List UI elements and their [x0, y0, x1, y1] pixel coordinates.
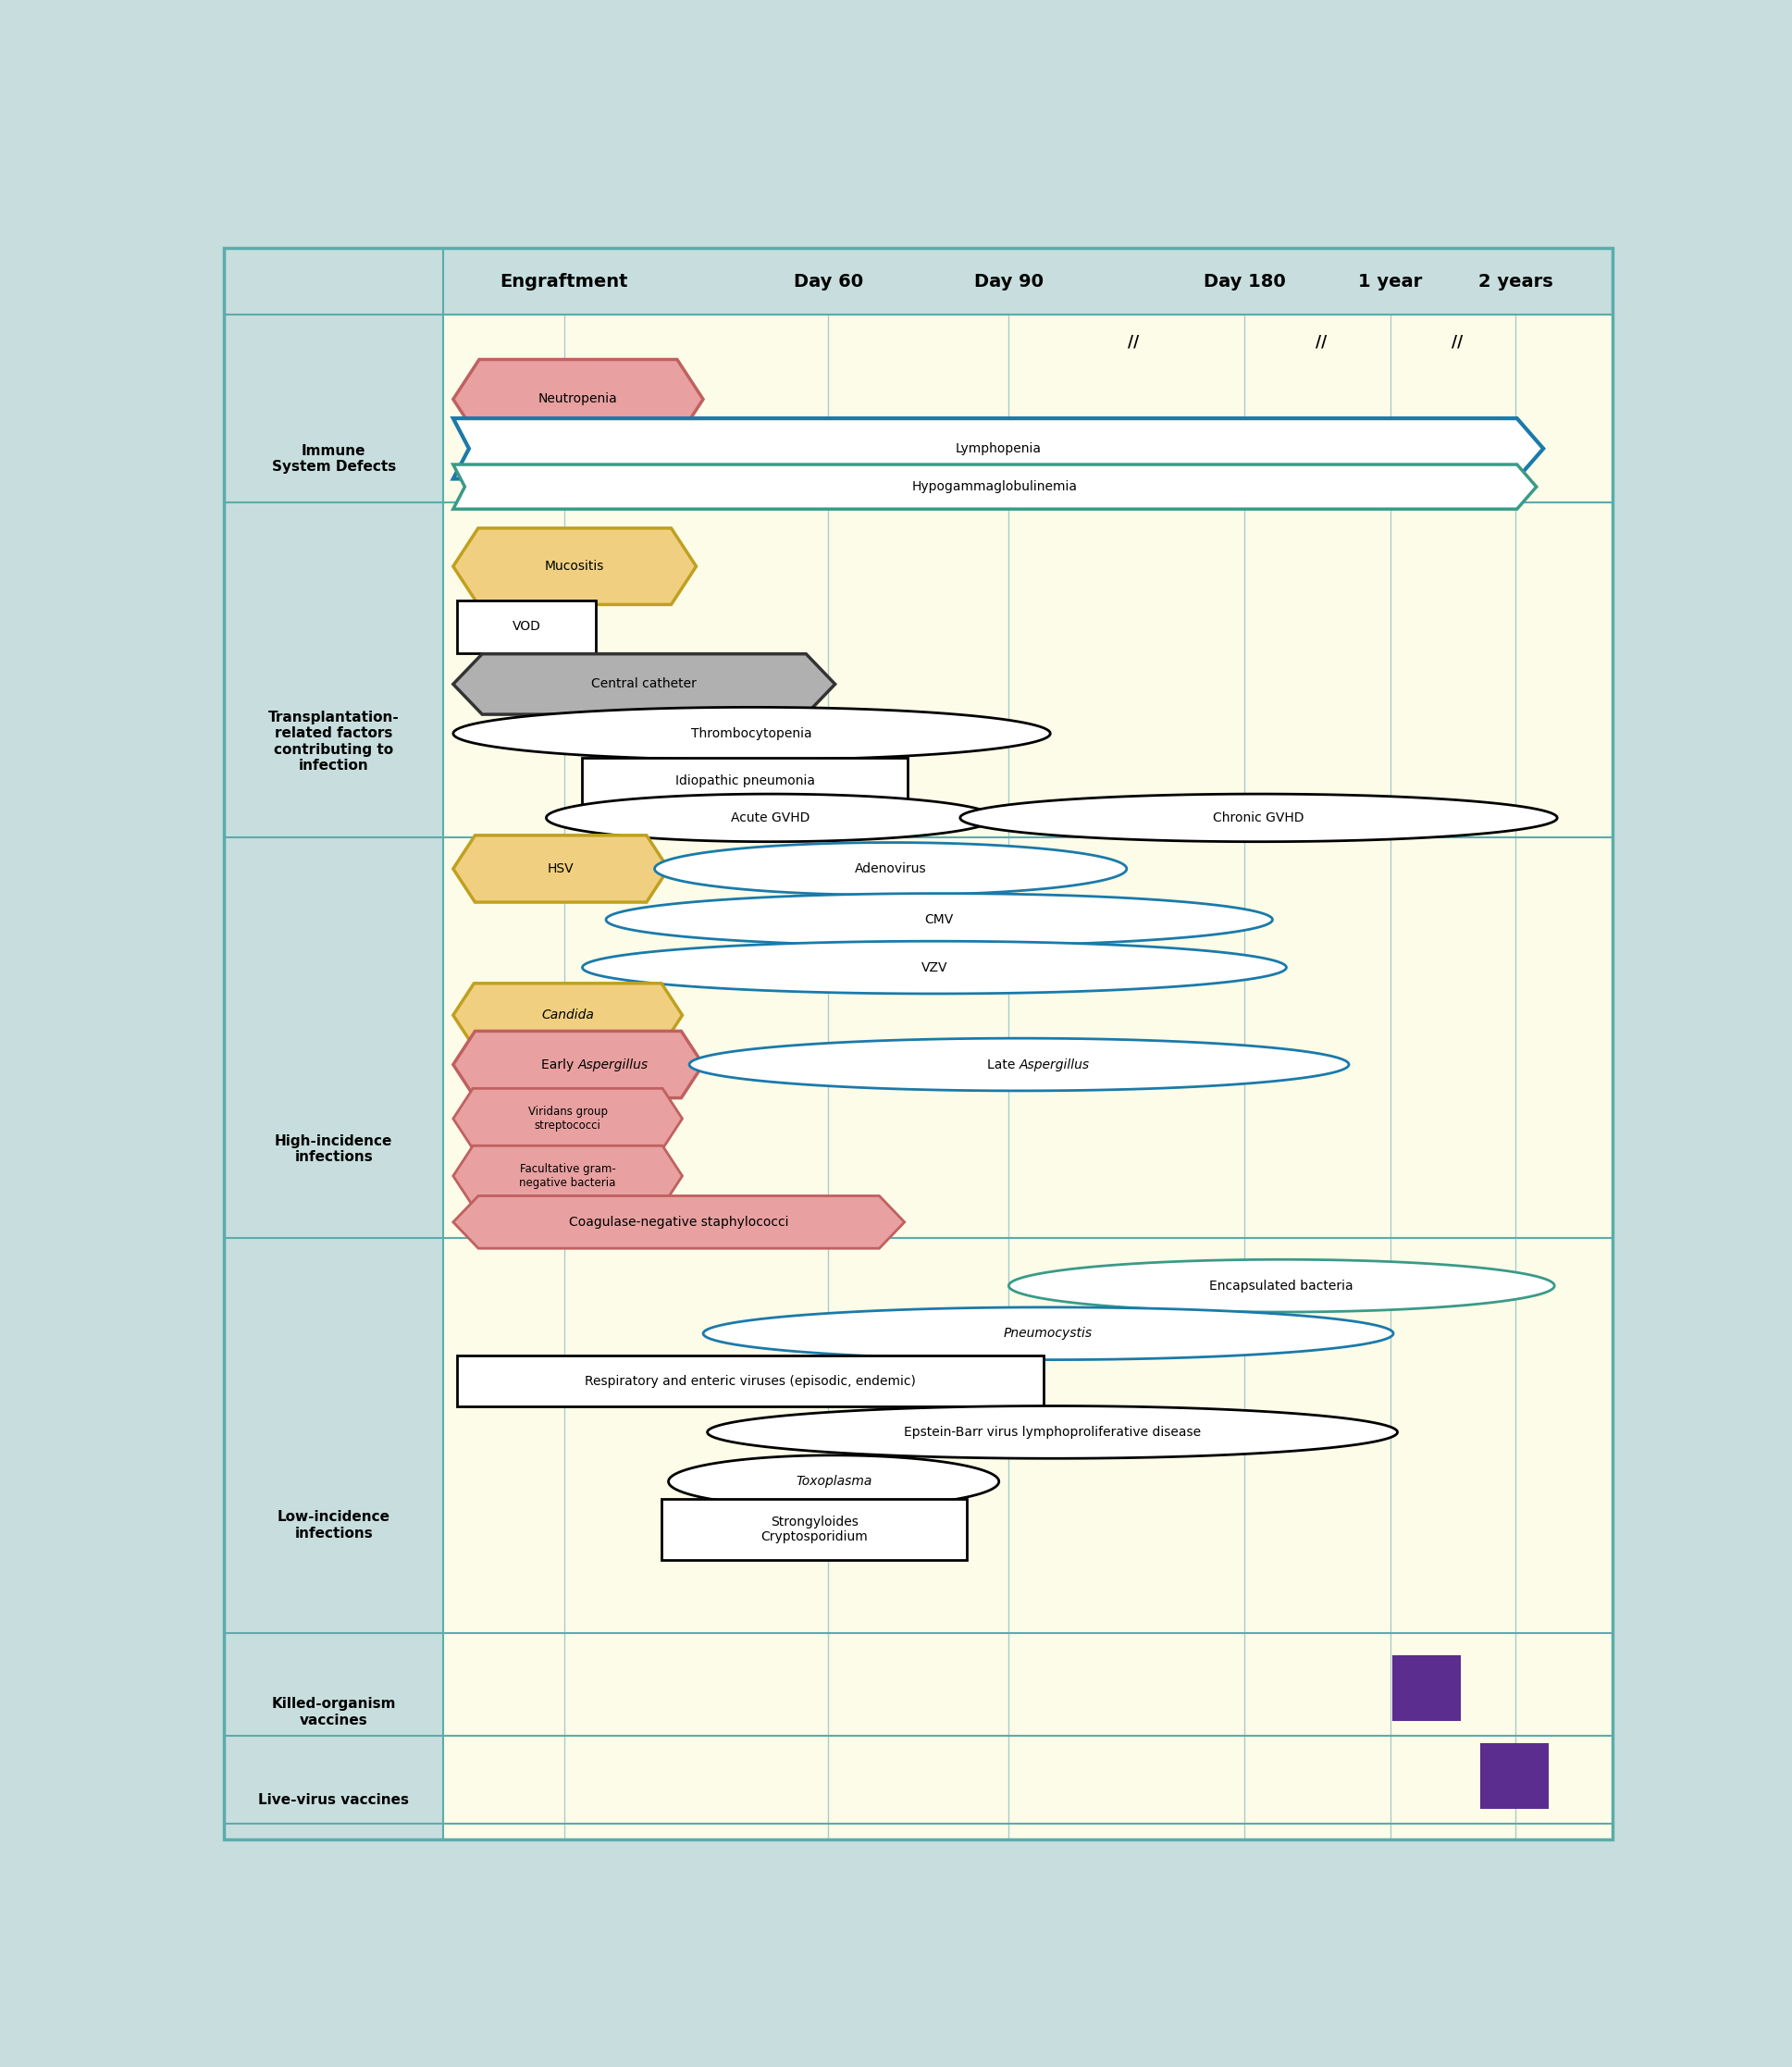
Polygon shape	[453, 1031, 702, 1098]
Bar	[457, 1356, 1043, 1408]
Text: Aspergillus: Aspergillus	[1020, 1058, 1090, 1071]
Text: Late: Late	[987, 1058, 1020, 1071]
Text: Early: Early	[541, 1058, 579, 1071]
Text: Facultative gram-
negative bacteria: Facultative gram- negative bacteria	[520, 1164, 616, 1189]
Polygon shape	[453, 1197, 905, 1248]
Text: Engraftment: Engraftment	[500, 273, 629, 289]
Text: Immune
System Defects: Immune System Defects	[272, 444, 396, 473]
Text: Acute GVHD: Acute GVHD	[731, 812, 810, 825]
Text: Strongyloides
Cryptosporidium: Strongyloides Cryptosporidium	[760, 1515, 867, 1544]
Polygon shape	[547, 794, 995, 841]
Text: //: //	[1452, 335, 1462, 351]
Text: Pneumocystis: Pneumocystis	[1004, 1327, 1093, 1339]
Text: Epstein-Barr virus lymphoproliferative disease: Epstein-Barr virus lymphoproliferative d…	[903, 1426, 1201, 1439]
Text: Low-incidence
infections: Low-incidence infections	[278, 1511, 391, 1540]
Bar	[582, 757, 907, 804]
Text: Candida: Candida	[541, 1009, 593, 1021]
Text: Thrombocytopenia: Thrombocytopenia	[692, 728, 812, 740]
Text: 1 year: 1 year	[1358, 273, 1423, 289]
Polygon shape	[453, 360, 702, 438]
Text: Viridans group
streptococci: Viridans group streptococci	[529, 1106, 607, 1131]
Polygon shape	[453, 465, 1536, 508]
Text: Lymphopenia: Lymphopenia	[955, 442, 1041, 455]
Polygon shape	[453, 653, 835, 715]
Bar	[457, 601, 597, 653]
Text: Hypogammaglobulinemia: Hypogammaglobulinemia	[912, 480, 1077, 494]
Text: Coagulase-negative staphylococci: Coagulase-negative staphylococci	[570, 1215, 788, 1228]
Polygon shape	[708, 1406, 1398, 1459]
Text: Respiratory and enteric viruses (episodic, endemic): Respiratory and enteric viruses (episodi…	[584, 1375, 916, 1387]
Polygon shape	[453, 529, 695, 604]
Text: Encapsulated bacteria: Encapsulated bacteria	[1210, 1279, 1353, 1292]
Text: High-incidence
infections: High-incidence infections	[274, 1135, 392, 1164]
Text: HSV: HSV	[548, 862, 573, 874]
Text: //: //	[1315, 335, 1326, 351]
Text: Chronic GVHD: Chronic GVHD	[1213, 812, 1305, 825]
Text: Toxoplasma: Toxoplasma	[796, 1476, 871, 1488]
Text: //: //	[1127, 335, 1140, 351]
Text: Transplantation-
related factors
contributing to
infection: Transplantation- related factors contrib…	[269, 711, 400, 773]
Polygon shape	[453, 984, 683, 1048]
Bar	[661, 1499, 968, 1559]
Text: Central catheter: Central catheter	[591, 678, 697, 690]
Text: Aspergillus: Aspergillus	[579, 1058, 649, 1071]
Text: VZV: VZV	[921, 961, 948, 974]
Polygon shape	[654, 843, 1127, 895]
Polygon shape	[453, 418, 1543, 480]
Text: Mucositis: Mucositis	[545, 560, 604, 573]
Text: Idiopathic pneumonia: Idiopathic pneumonia	[676, 775, 815, 788]
Polygon shape	[702, 1306, 1394, 1360]
Text: Killed-organism
vaccines: Killed-organism vaccines	[272, 1697, 396, 1728]
Polygon shape	[582, 940, 1287, 994]
Polygon shape	[961, 794, 1557, 841]
Polygon shape	[453, 835, 668, 901]
Bar	[1480, 1745, 1548, 1809]
Text: CMV: CMV	[925, 914, 953, 926]
Polygon shape	[690, 1038, 1349, 1091]
Text: Adenovirus: Adenovirus	[855, 862, 926, 874]
Text: Day 90: Day 90	[975, 273, 1043, 289]
Bar	[443, 314, 1613, 1840]
Polygon shape	[1009, 1259, 1554, 1313]
Text: Neutropenia: Neutropenia	[538, 393, 618, 405]
Text: Live-virus vaccines: Live-virus vaccines	[258, 1792, 409, 1807]
Text: VOD: VOD	[513, 620, 541, 633]
Text: 2 years: 2 years	[1478, 273, 1554, 289]
Polygon shape	[453, 707, 1050, 761]
Text: Day 60: Day 60	[794, 273, 864, 289]
Bar	[224, 248, 1613, 314]
Text: Day 180: Day 180	[1204, 273, 1287, 289]
Polygon shape	[453, 1089, 683, 1149]
Polygon shape	[453, 1145, 683, 1207]
Polygon shape	[668, 1455, 998, 1507]
Bar	[1394, 1656, 1460, 1720]
Polygon shape	[606, 893, 1272, 947]
Bar	[224, 314, 443, 1840]
